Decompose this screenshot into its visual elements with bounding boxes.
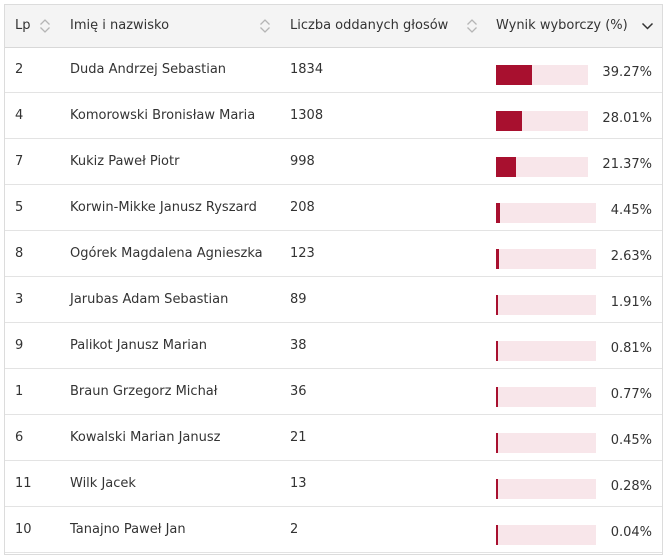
lp-cell: 1 — [15, 384, 24, 399]
votes-cell: 1834 — [290, 62, 324, 77]
name-header-label: Imię i nazwisko — [70, 18, 170, 33]
chevron-down-icon — [641, 22, 654, 30]
result-bar-fill — [496, 295, 498, 315]
percent-cell: 1.91% — [610, 295, 652, 310]
result-bar-track — [496, 111, 588, 131]
result-bar-fill — [496, 65, 532, 85]
result-bar-track — [496, 341, 596, 361]
name-cell: Kowalski Marian Janusz — [70, 430, 221, 445]
lp-cell: 7 — [15, 154, 24, 169]
sort-updown-icon — [260, 19, 270, 33]
votes-cell: 13 — [290, 476, 307, 491]
result-bar-fill — [496, 203, 500, 223]
votes-cell: 38 — [290, 338, 307, 353]
results-table: Lp Imię i nazwisko Liczba oddanych głosó… — [4, 4, 663, 555]
result-bar-fill — [496, 387, 498, 407]
votes-cell: 36 — [290, 384, 307, 399]
table-header: Lp Imię i nazwisko Liczba oddanych głosó… — [5, 5, 662, 48]
result-bar-fill — [496, 157, 516, 177]
result-bar-fill — [496, 525, 498, 545]
votes-cell: 2 — [290, 522, 299, 537]
lp-cell: 10 — [15, 522, 32, 537]
table-row: 1 Braun Grzegorz Michał 36 0.77% — [5, 369, 662, 415]
votes-cell: 208 — [290, 200, 315, 215]
table-row: 6 Kowalski Marian Janusz 21 0.45% — [5, 415, 662, 461]
votes-cell: 89 — [290, 292, 307, 307]
percent-cell: 0.81% — [610, 341, 652, 356]
name-cell: Tanajno Paweł Jan — [70, 522, 186, 537]
name-cell: Ogórek Magdalena Agnieszka — [70, 246, 263, 261]
sort-updown-icon — [467, 19, 477, 33]
result-bar-track — [496, 525, 596, 545]
name-cell: Korwin-Mikke Janusz Ryszard — [70, 200, 257, 215]
name-cell: Palikot Janusz Marian — [70, 338, 208, 353]
result-bar-track — [496, 203, 596, 223]
votes-cell: 1308 — [290, 108, 324, 123]
sort-updown-icon — [40, 19, 50, 33]
name-cell: Duda Andrzej Sebastian — [70, 62, 227, 77]
table-row: 7 Kukiz Paweł Piotr 998 21.37% — [5, 139, 662, 185]
name-cell: Jarubas Adam Sebastian — [70, 292, 229, 307]
percent-cell: 2.63% — [610, 249, 652, 264]
lp-cell: 6 — [15, 430, 24, 445]
sort-by-result-header[interactable]: Wynik wyborczy (%) — [496, 5, 662, 47]
result-bar-track — [496, 249, 596, 269]
result-bar-fill — [496, 249, 499, 269]
sort-by-name-header[interactable]: Imię i nazwisko — [70, 5, 274, 47]
result-bar-track — [496, 157, 588, 177]
lp-cell: 8 — [15, 246, 24, 261]
name-cell: Komorowski Bronisław Maria — [70, 108, 256, 123]
lp-header-label: Lp — [15, 18, 31, 33]
lp-cell: 11 — [15, 476, 32, 491]
votes-cell: 21 — [290, 430, 307, 445]
percent-cell: 0.28% — [610, 479, 652, 494]
result-bar-fill — [496, 111, 522, 131]
votes-cell: 998 — [290, 154, 315, 169]
lp-cell: 5 — [15, 200, 24, 215]
table-row: 10 Tanajno Paweł Jan 2 0.04% — [5, 507, 662, 553]
votes-header-label: Liczba oddanych głosów — [290, 18, 449, 33]
table-row: 8 Ogórek Magdalena Agnieszka 123 2.63% — [5, 231, 662, 277]
result-header-label: Wynik wyborczy (%) — [496, 18, 628, 33]
name-cell: Braun Grzegorz Michał — [70, 384, 218, 399]
table-row: 3 Jarubas Adam Sebastian 89 1.91% — [5, 277, 662, 323]
percent-cell: 28.01% — [602, 111, 652, 126]
result-bar-fill — [496, 341, 498, 361]
lp-cell: 4 — [15, 108, 24, 123]
sort-by-lp-header[interactable]: Lp — [15, 5, 65, 47]
table-row: 11 Wilk Jacek 13 0.28% — [5, 461, 662, 507]
lp-cell: 2 — [15, 62, 24, 77]
lp-cell: 9 — [15, 338, 24, 353]
table-row: 4 Komorowski Bronisław Maria 1308 28.01% — [5, 93, 662, 139]
votes-cell: 123 — [290, 246, 315, 261]
percent-cell: 0.77% — [610, 387, 652, 402]
table-row: 5 Korwin-Mikke Janusz Ryszard 208 4.45% — [5, 185, 662, 231]
table-row: 2 Duda Andrzej Sebastian 1834 39.27% — [5, 47, 662, 93]
percent-cell: 39.27% — [602, 65, 652, 80]
name-cell: Kukiz Paweł Piotr — [70, 154, 180, 169]
percent-cell: 21.37% — [602, 157, 652, 172]
lp-cell: 3 — [15, 292, 24, 307]
table-row: 9 Palikot Janusz Marian 38 0.81% — [5, 323, 662, 369]
result-bar-track — [496, 65, 588, 85]
sort-by-votes-header[interactable]: Liczba oddanych głosów — [290, 5, 482, 47]
result-bar-fill — [496, 433, 498, 453]
percent-cell: 0.04% — [610, 525, 652, 540]
name-cell: Wilk Jacek — [70, 476, 136, 491]
result-bar-track — [496, 479, 596, 499]
percent-cell: 4.45% — [610, 203, 652, 218]
result-bar-track — [496, 433, 596, 453]
result-bar-track — [496, 387, 596, 407]
percent-cell: 0.45% — [610, 433, 652, 448]
result-bar-track — [496, 295, 596, 315]
result-bar-fill — [496, 479, 498, 499]
